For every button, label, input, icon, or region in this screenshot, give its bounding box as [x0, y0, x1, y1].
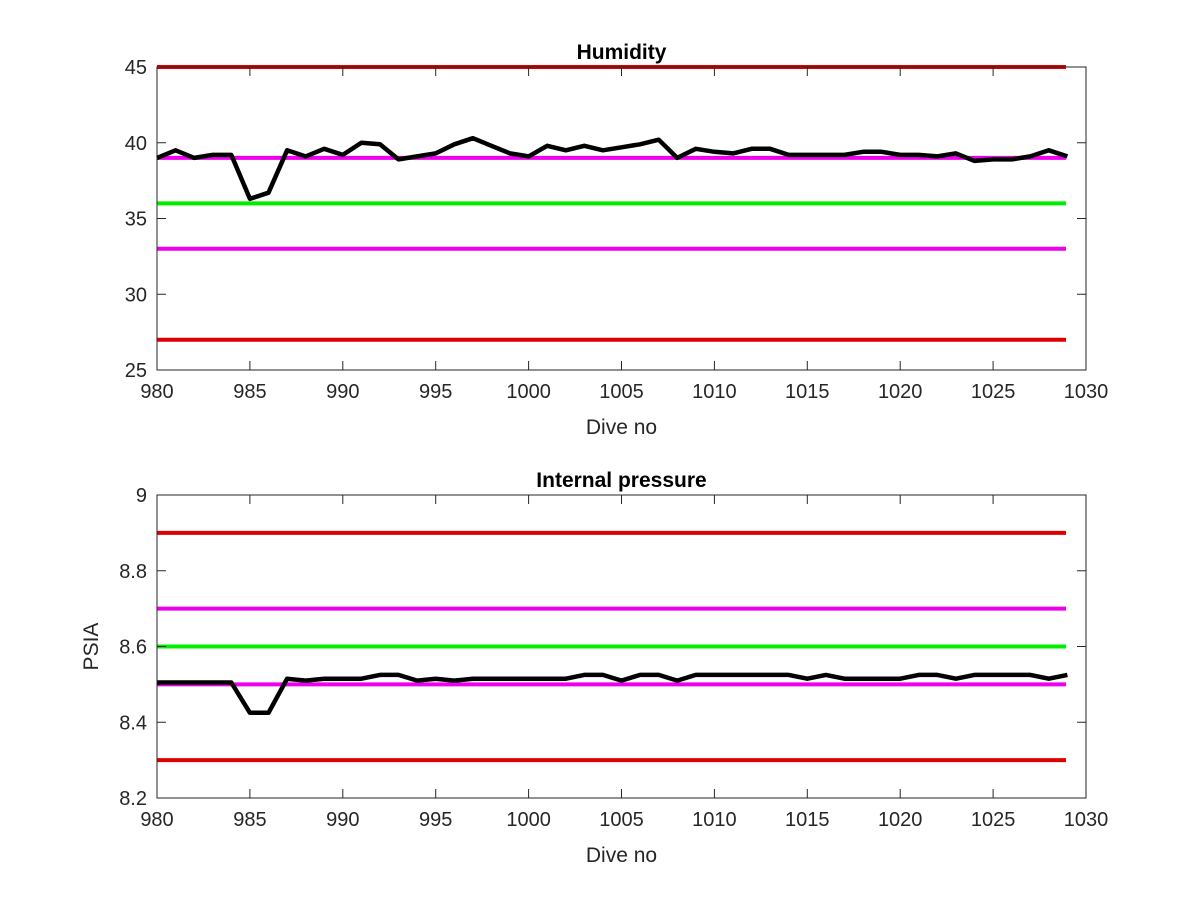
chart-2: 980 985 990 995 1000 1005 1010 1015 1020 1025 1030…	[80, 469, 1108, 867]
chart-1: 980 985 990 995 1000 1005 1010 1015 1020 1025 1030…	[125, 41, 1109, 439]
series-line	[156, 135, 1069, 202]
x-tick-label: 985	[233, 381, 266, 403]
x-tick-label: 995	[419, 381, 452, 403]
y-tick-label: 8.8	[119, 561, 147, 583]
x-tick-label: 990	[326, 809, 359, 831]
x-axis-label: Dive no	[586, 844, 657, 867]
y-tick-label: 35	[125, 209, 147, 231]
x-tick-label: 1010	[692, 381, 737, 403]
x-tick-label: 1015	[785, 809, 830, 831]
x-tick-label: 1020	[878, 809, 923, 831]
x-tick-label: 995	[419, 809, 452, 831]
x-tick-label: 1030	[1064, 381, 1109, 403]
chart-title: Internal pressure	[536, 469, 706, 492]
x-tick-label: 1030	[1064, 809, 1109, 831]
x-tick-label: 1005	[599, 381, 644, 403]
plot-area	[157, 67, 1086, 370]
x-tick-label: 1005	[599, 809, 644, 831]
x-tick-label: 1025	[971, 809, 1016, 831]
y-tick-label: 8.6	[119, 637, 147, 659]
y-tick-label: 8.2	[119, 788, 147, 810]
x-tick-label: 1020	[878, 381, 923, 403]
y-axis-label: PSIA	[80, 623, 103, 671]
x-tick-label: 980	[140, 381, 173, 403]
y-tick-label: 8.4	[119, 712, 147, 734]
x-tick-label: 980	[140, 809, 173, 831]
y-tick-label: 9	[136, 485, 147, 507]
series-line	[157, 672, 1068, 716]
y-tick-label: 45	[125, 57, 147, 79]
x-axis-label: Dive no	[586, 416, 657, 439]
x-tick-label: 1000	[506, 381, 551, 403]
y-tick-label: 25	[125, 360, 147, 382]
y-tick-label: 40	[125, 133, 147, 155]
chart-title: Humidity	[577, 41, 667, 64]
x-tick-label: 990	[326, 381, 359, 403]
x-tick-label: 985	[233, 809, 266, 831]
x-tick-label: 1010	[692, 809, 737, 831]
x-tick-label: 1000	[506, 809, 551, 831]
x-tick-label: 1015	[785, 381, 830, 403]
y-tick-label: 30	[125, 284, 147, 306]
x-tick-label: 1025	[971, 381, 1016, 403]
